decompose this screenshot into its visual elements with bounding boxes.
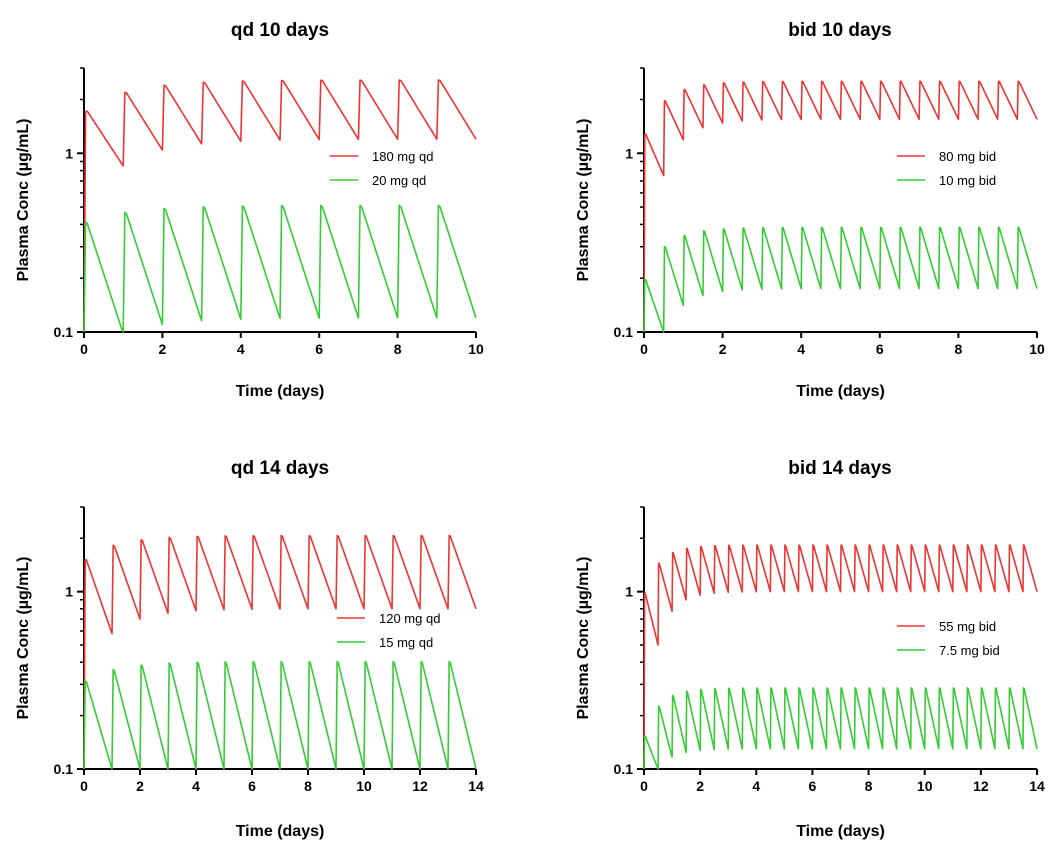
series-line-2 — [643, 687, 1038, 770]
legend-label: 15 mg qd — [379, 635, 433, 650]
x-tick-label: 10 — [356, 778, 372, 794]
x-tick-label: 2 — [696, 778, 704, 794]
series-line-2 — [83, 660, 477, 770]
x-tick-label: 14 — [468, 778, 484, 794]
series-line-1 — [83, 534, 477, 770]
x-tick-label: 0 — [640, 341, 648, 357]
y-axis-label: Plasma Conc (µg/mL) — [575, 118, 592, 281]
legend-label: 20 mg qd — [372, 173, 426, 188]
y-tick-label: 1 — [65, 145, 73, 161]
y-tick-label: 0.1 — [614, 324, 634, 340]
chart-panel-3: qd 14 days 0 2 4 6 8 10 12 14 0.1 1 Time (days) Plas… — [15, 458, 484, 840]
x-tick-label: 0 — [80, 341, 88, 357]
legend-label: 7.5 mg bid — [939, 643, 1000, 658]
x-tick-label: 12 — [412, 778, 428, 794]
chart-title: qd 10 days — [231, 20, 329, 41]
x-tick-label: 4 — [752, 778, 760, 794]
series-line-1 — [643, 80, 1038, 333]
legend-label: 80 mg bid — [939, 149, 996, 164]
y-axis-label: Plasma Conc (µg/mL) — [15, 118, 32, 281]
x-tick-label: 8 — [865, 778, 873, 794]
x-tick-label: 4 — [192, 778, 200, 794]
x-tick-label: 4 — [797, 341, 805, 357]
series-line-1 — [83, 79, 477, 333]
x-tick-label: 4 — [237, 341, 245, 357]
legend-label: 180 mg qd — [372, 149, 433, 164]
chart-title: bid 10 days — [788, 20, 892, 41]
x-tick-label: 6 — [876, 341, 884, 357]
x-tick-label: 0 — [640, 778, 648, 794]
x-tick-label: 12 — [973, 778, 989, 794]
legend-label: 55 mg bid — [939, 619, 996, 634]
chart-panel-1: qd 10 days 0 2 4 6 8 10 0.1 1 Time (days) Plasma C… — [15, 20, 484, 400]
y-axis-label: Plasma Conc (µg/mL) — [575, 556, 592, 719]
x-axis-label: Time (days) — [796, 823, 885, 840]
y-tick-label: 0.1 — [614, 761, 634, 777]
x-tick-label: 10 — [917, 778, 933, 794]
x-tick-label: 10 — [1029, 341, 1045, 357]
series-line-2 — [643, 226, 1038, 333]
series-line-2 — [83, 204, 477, 333]
y-tick-label: 1 — [625, 145, 633, 161]
x-tick-label: 6 — [315, 341, 323, 357]
x-axis-label: Time (days) — [236, 823, 325, 840]
x-tick-label: 2 — [136, 778, 144, 794]
x-tick-label: 2 — [159, 341, 167, 357]
y-tick-label: 0.1 — [54, 324, 74, 340]
y-tick-label: 1 — [65, 584, 73, 600]
y-axis-label: Plasma Conc (µg/mL) — [15, 556, 32, 719]
chart-title: qd 14 days — [231, 458, 329, 479]
x-tick-label: 6 — [248, 778, 256, 794]
x-tick-label: 8 — [304, 778, 312, 794]
chart-panel-2: bid 10 days 0 2 4 6 8 10 0.1 1 Time (days) Plasma … — [575, 20, 1045, 400]
series-line-1 — [643, 544, 1038, 770]
chart-panel-4: bid 14 days 0 2 4 6 8 10 12 14 0.1 1 Time (days) Pla… — [575, 458, 1045, 840]
y-tick-label: 1 — [625, 584, 633, 600]
legend-label: 120 mg qd — [379, 611, 440, 626]
x-axis-label: Time (days) — [796, 383, 885, 400]
chart-title: bid 14 days — [788, 458, 892, 479]
x-tick-label: 2 — [719, 341, 727, 357]
y-tick-label: 0.1 — [54, 761, 74, 777]
x-tick-label: 0 — [80, 778, 88, 794]
legend-label: 10 mg bid — [939, 173, 996, 188]
x-tick-label: 14 — [1029, 778, 1045, 794]
x-tick-label: 8 — [394, 341, 402, 357]
x-tick-label: 8 — [955, 341, 963, 357]
x-axis-label: Time (days) — [236, 383, 325, 400]
x-tick-label: 6 — [809, 778, 817, 794]
x-tick-label: 10 — [468, 341, 484, 357]
